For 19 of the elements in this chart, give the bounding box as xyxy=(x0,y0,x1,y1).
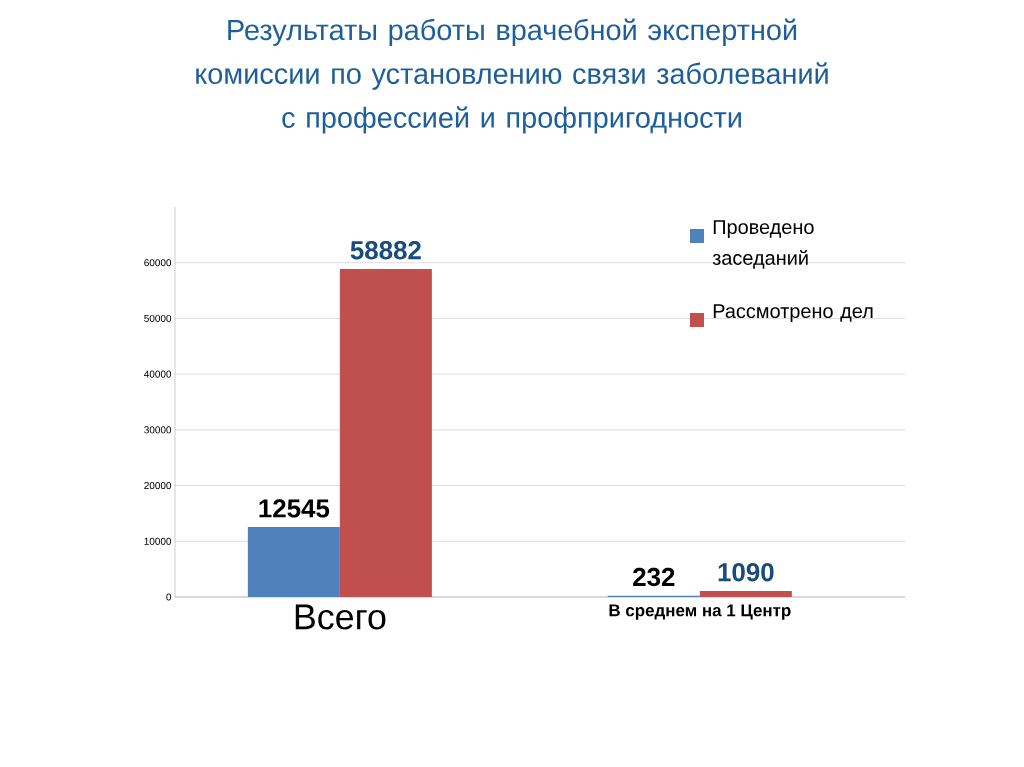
y-tick-label: 10000 xyxy=(144,537,172,545)
y-tick-label: 30000 xyxy=(144,426,172,434)
legend-label: Проведено заседаний xyxy=(712,220,814,269)
x-tick-label: В среднем на 1 Центр xyxy=(609,604,791,620)
x-tick-label: Всего xyxy=(295,604,386,630)
y-tick-label: 60000 xyxy=(144,259,172,267)
chart-title: Результаты работы врачебной экспертной комиссии по установлению связи заболеваний с профессией и профпригодности xyxy=(196,18,828,134)
y-tick-label: 20000 xyxy=(144,482,172,490)
data-label: 232 xyxy=(633,567,675,587)
y-tick-label: 50000 xyxy=(144,314,172,322)
legend-label: Рассмотрено дел xyxy=(713,304,873,323)
data-label: 12545 xyxy=(259,499,330,518)
bar xyxy=(339,268,432,597)
y-tick-label: 0 xyxy=(166,593,172,601)
data-label: 1090 xyxy=(718,563,774,582)
data-label: 58882 xyxy=(350,241,421,260)
bar xyxy=(699,590,792,597)
y-tick-label: 40000 xyxy=(144,370,172,378)
bar xyxy=(247,527,340,597)
